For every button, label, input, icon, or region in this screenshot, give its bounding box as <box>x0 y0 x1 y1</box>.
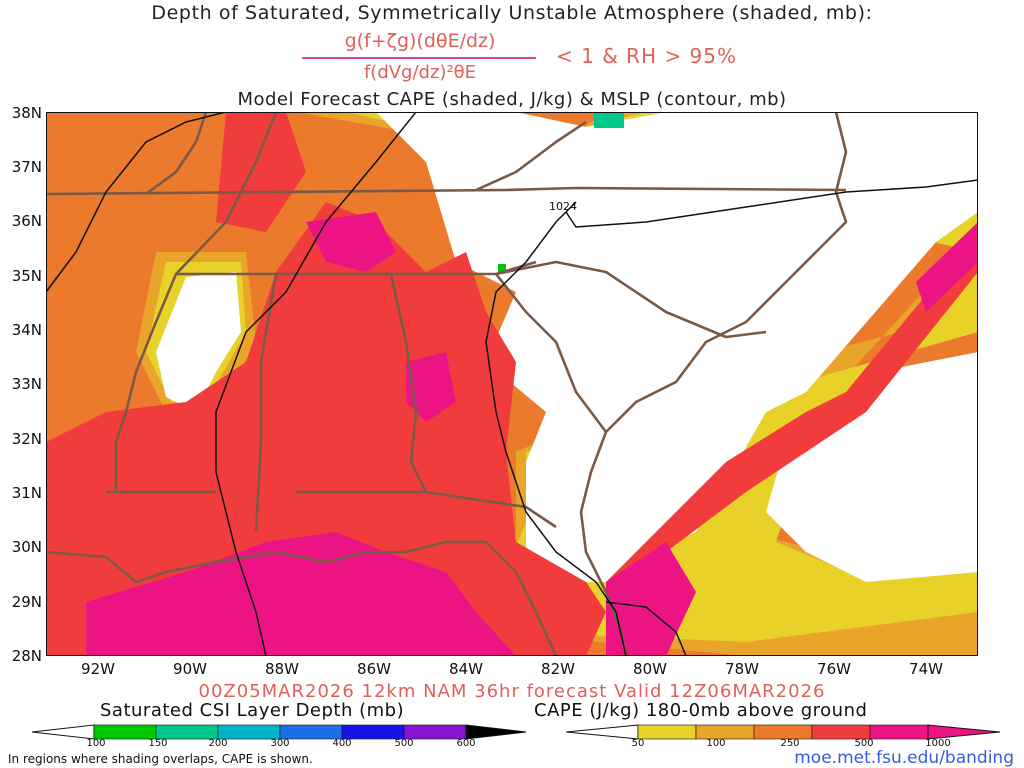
csi-tick-150: 150 <box>148 738 168 749</box>
cape-1000-shading-inland <box>306 212 396 272</box>
csi-colorbar-label: Saturated CSI Layer Depth (mb) <box>100 700 405 721</box>
csi-tick-300: 300 <box>270 738 290 749</box>
csi-tick-200: 200 <box>208 738 228 749</box>
csi-tick-500: 500 <box>394 738 414 749</box>
title-line-3: Model Forecast CAPE (shaded, J/kg) & MSL… <box>237 89 787 110</box>
csi-blocks-swatch-2 <box>217 724 281 740</box>
csi-tick-100: 100 <box>86 738 106 749</box>
cape-colorbar <box>566 724 1001 740</box>
isobar-label-1024: 1024 <box>549 200 577 213</box>
formula-numerator: g(f+ζg)(dθE/dz) <box>344 30 496 52</box>
cape-blocks-swatch-4 <box>869 724 929 740</box>
no-cape-arkansas <box>156 272 241 412</box>
cape-tick-100: 100 <box>706 738 726 749</box>
lon-label-84w: 84W <box>449 660 483 678</box>
lon-label-74w: 74W <box>909 660 943 678</box>
state-border-va <box>475 120 587 192</box>
lat-label-37n: 37N <box>11 158 42 176</box>
lon-label-92w: 92W <box>81 660 115 678</box>
state-border-ga-sc <box>494 273 608 433</box>
csi-tick-600: 600 <box>456 738 476 749</box>
lon-label-80w: 80W <box>633 660 667 678</box>
lat-label-32n: 32N <box>11 430 42 448</box>
csi-colorbar <box>32 724 527 740</box>
state-border-nc-sc <box>495 260 767 339</box>
state-border-al-ga <box>389 273 428 493</box>
csi-blocks-swatch-0 <box>93 724 157 740</box>
coastline-gulf <box>46 540 558 656</box>
cape-blocks-swatch-3 <box>811 724 871 740</box>
isobar-west <box>46 112 227 293</box>
cape-tick-250: 250 <box>780 738 800 749</box>
cape-colorbar-left-arrow <box>566 724 639 740</box>
state-border-fl <box>296 490 557 529</box>
cape-blocks-swatch-2 <box>753 724 813 740</box>
cape-colorbar-label: CAPE (J/kg) 180-0mb above ground <box>534 700 868 721</box>
state-border-mississippi-river <box>114 112 278 492</box>
lon-label-86w: 86W <box>357 660 391 678</box>
csi-blocks-swatch-3 <box>279 724 343 740</box>
lat-label-38n: 38N <box>11 104 42 122</box>
lon-label-82w: 82W <box>541 660 575 678</box>
cape-blocks-swatch-1 <box>695 724 755 740</box>
csi-blocks-swatch-4 <box>341 724 405 740</box>
csi-blocks-swatch-5 <box>403 724 467 740</box>
lon-label-90w: 90W <box>173 660 207 678</box>
source-credit-link[interactable]: moe.met.fsu.edu/banding <box>794 748 1014 768</box>
cape-colorbar-right-arrow <box>927 724 1001 740</box>
coastline-atlantic <box>579 112 848 656</box>
isobar-east <box>485 201 627 656</box>
cape-tick-500: 500 <box>854 738 874 749</box>
lat-label-30n: 30N <box>11 538 42 556</box>
formula-denominator: f(dVg/dz)²θE <box>363 62 477 83</box>
csi-colorbar-left-arrow <box>32 724 95 740</box>
cape-1000-shading-gulf2 <box>606 542 696 656</box>
state-border-kentucky <box>145 112 208 196</box>
cape-1000-shading-gulf <box>86 532 516 656</box>
cape-500-shading-north <box>216 112 306 232</box>
csi-blocks-swatch-1 <box>155 724 219 740</box>
lat-label-29n: 29N <box>11 593 42 611</box>
title-line-1: Depth of Saturated, Symmetrically Unstab… <box>151 2 873 24</box>
lat-label-35n: 35N <box>11 267 42 285</box>
cape-1000-shading-ne <box>916 222 978 312</box>
lat-label-28n: 28N <box>11 647 42 665</box>
run-info: 00Z05MAR2026 12km NAM 36hr forecast Vali… <box>198 681 826 702</box>
isobar-southeast <box>605 601 687 656</box>
cape-tick-1000: 1000 <box>925 738 951 749</box>
no-cape-ocean <box>766 352 978 582</box>
formula-fraction-bar <box>302 57 536 59</box>
weather-map: 1024 <box>46 112 978 656</box>
cape-tick-50: 50 <box>631 738 645 749</box>
cape-blocks-swatch-0 <box>637 724 697 740</box>
no-cape-northeast <box>376 112 978 582</box>
lon-label-76w: 76W <box>817 660 851 678</box>
csi-shading-spot-2 <box>498 264 506 272</box>
lat-label-31n: 31N <box>11 484 42 502</box>
overlap-note: In regions where shading overlaps, CAPE … <box>8 752 313 766</box>
isobar-central <box>215 112 417 656</box>
csi-shading-spot <box>594 112 624 128</box>
csi-colorbar-right-arrow <box>465 724 527 740</box>
cape-500-shading-ocean <box>606 232 978 656</box>
lat-label-36n: 36N <box>11 212 42 230</box>
cape-1000-shading-alabama <box>406 352 456 422</box>
state-border-ms-al <box>254 273 278 533</box>
lon-label-88w: 88W <box>265 660 299 678</box>
csi-tick-400: 400 <box>332 738 352 749</box>
isobar-1024 <box>565 179 978 228</box>
lat-label-33n: 33N <box>11 375 42 393</box>
lat-label-34n: 34N <box>11 321 42 339</box>
lon-label-78w: 78W <box>725 660 759 678</box>
formula-condition: < 1 & RH > 95% <box>556 44 738 68</box>
state-border-36-5n <box>46 186 847 196</box>
